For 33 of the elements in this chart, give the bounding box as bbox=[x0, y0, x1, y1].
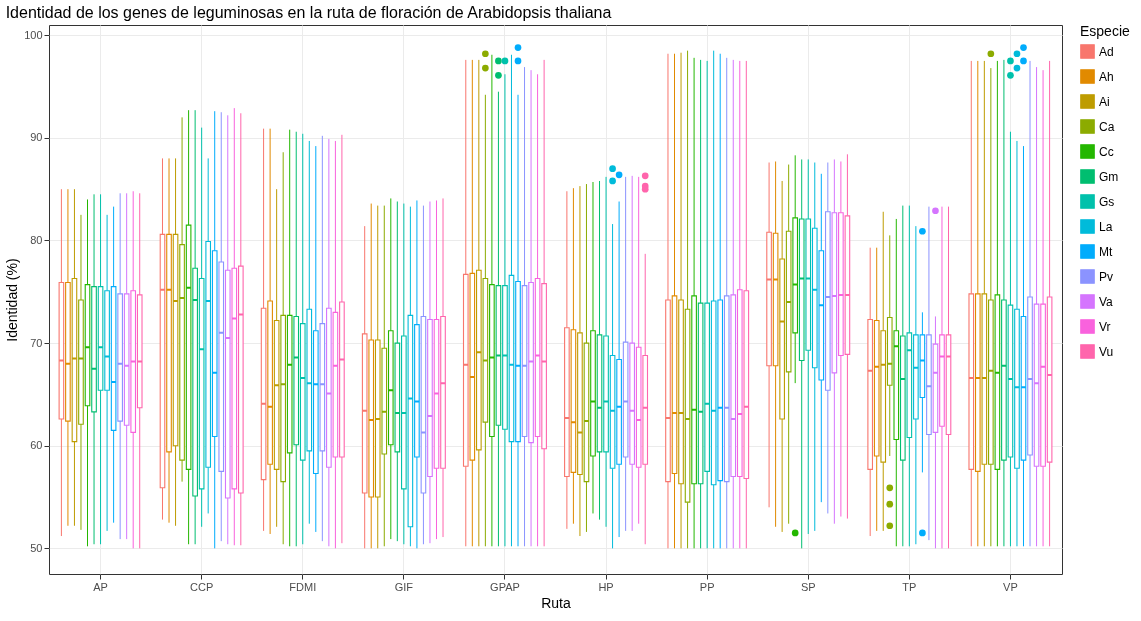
x-tick-label: FDMI bbox=[289, 580, 317, 593]
y-tick-label: 70 bbox=[30, 336, 43, 349]
legend-label: Mt bbox=[1099, 244, 1113, 259]
legend-label: Vr bbox=[1099, 319, 1111, 334]
x-tick-label: TP bbox=[902, 580, 917, 593]
y-tick-label: 90 bbox=[30, 131, 43, 144]
y-tick-label: 50 bbox=[30, 541, 43, 554]
x-tick-label: VP bbox=[1003, 580, 1018, 593]
legend-label: Pv bbox=[1099, 269, 1114, 284]
legend-label: Gm bbox=[1099, 169, 1119, 184]
x-axis-title: Ruta bbox=[541, 594, 571, 611]
legend-label: Ah bbox=[1099, 69, 1114, 84]
legend-label: La bbox=[1099, 219, 1113, 234]
legend-label: Vu bbox=[1099, 344, 1114, 359]
chart-title: Identidad de los genes de leguminosas en la ruta de floración de Arabidopsis thaliana bbox=[5, 4, 612, 21]
legend-title: Especie bbox=[1080, 23, 1131, 39]
y-axis-title: Identidad (%) bbox=[4, 258, 21, 342]
x-tick-label: PP bbox=[699, 580, 715, 593]
x-tick-label: CCP bbox=[190, 580, 214, 593]
legend-label: Ad bbox=[1099, 44, 1114, 59]
x-tick-label: GIF bbox=[394, 580, 414, 593]
legend-label: Cc bbox=[1099, 144, 1114, 159]
x-tick-label: HP bbox=[598, 580, 614, 593]
legend-label: Ca bbox=[1099, 119, 1115, 134]
x-tick-label: AP bbox=[93, 580, 108, 593]
x-tick-label: SP bbox=[800, 580, 816, 593]
y-tick-label: 80 bbox=[30, 234, 43, 246]
y-tick-label: 100 bbox=[24, 28, 43, 41]
y-tick-label: 60 bbox=[30, 439, 43, 452]
x-tick-label: GPAP bbox=[490, 580, 520, 593]
legend-label: Gs bbox=[1099, 194, 1115, 209]
legend-label: Ai bbox=[1099, 94, 1110, 109]
legend-label: Va bbox=[1099, 294, 1114, 309]
